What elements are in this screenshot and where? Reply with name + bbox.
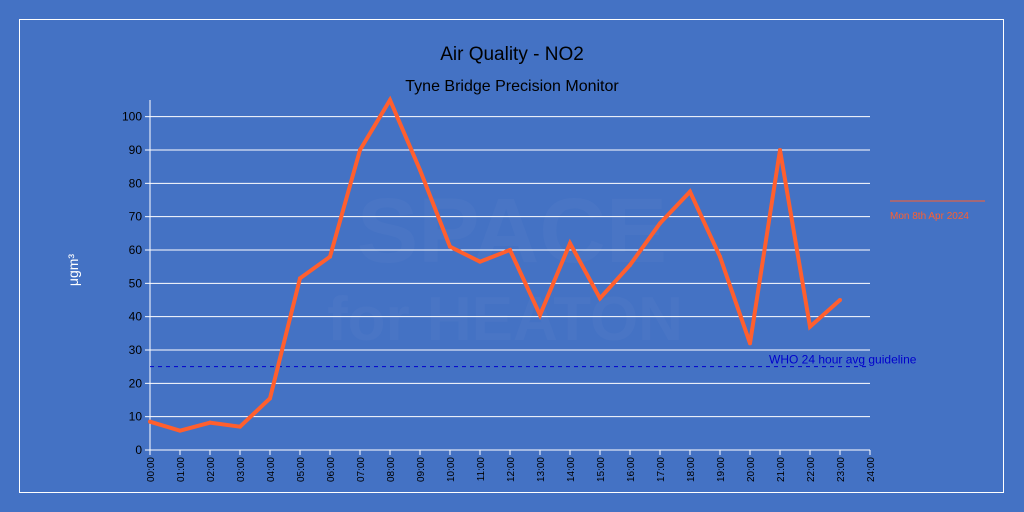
- watermark-line-2: for HEATON: [327, 285, 683, 354]
- data-point: [148, 419, 152, 424]
- x-tick-label: 11:00: [476, 457, 487, 482]
- x-tick-label: 15:00: [596, 457, 607, 482]
- data-point: [418, 168, 422, 172]
- x-tick-label: 14:00: [566, 457, 577, 482]
- x-tick-label: 12:00: [506, 457, 517, 482]
- x-tick-label: 06:00: [326, 457, 337, 482]
- x-tick-label: 19:00: [716, 457, 727, 482]
- data-point: [538, 313, 542, 317]
- reference-line-group: WHO 24 hour avg guideline: [150, 353, 917, 368]
- data-point: [748, 341, 752, 346]
- data-point: [478, 259, 482, 264]
- y-axis-label: μgm³: [65, 254, 81, 287]
- data-point: [178, 428, 182, 433]
- data-point: [628, 263, 632, 267]
- y-tick-label: 0: [135, 443, 142, 457]
- data-point: [688, 189, 692, 194]
- x-tick-label: 09:00: [416, 457, 427, 482]
- series-line-0: [149, 95, 842, 433]
- y-tick-label: 70: [129, 210, 143, 224]
- x-tick-label: 16:00: [626, 457, 637, 482]
- data-point: [838, 298, 842, 302]
- data-point: [778, 148, 782, 152]
- axes: [149, 100, 870, 451]
- x-tick-label: 03:00: [236, 457, 247, 482]
- watermark-line-1: SPACE: [357, 180, 667, 282]
- data-point: [448, 244, 452, 249]
- data-point: [658, 221, 662, 226]
- data-point: [298, 276, 302, 281]
- data-point: [568, 241, 572, 246]
- watermark: SPACE for HEATON: [327, 180, 683, 354]
- x-tick-label: 08:00: [386, 457, 397, 482]
- x-tick-label: 05:00: [296, 457, 307, 482]
- x-tick-label: 04:00: [266, 457, 277, 482]
- data-point: [598, 296, 602, 301]
- series-group: [148, 95, 842, 433]
- data-point: [718, 254, 722, 259]
- data-point: [808, 324, 812, 329]
- data-point: [508, 248, 512, 252]
- x-tick-label: 02:00: [206, 457, 217, 482]
- y-tick-label: 90: [129, 143, 143, 157]
- data-point: [238, 424, 242, 429]
- x-tick-label: 21:00: [776, 457, 787, 482]
- y-tick-label: 80: [129, 176, 143, 190]
- y-tick-label: 30: [129, 343, 143, 357]
- x-tick-label: 01:00: [176, 457, 187, 482]
- y-tick-label: 50: [129, 276, 143, 290]
- x-axis-ticks: 00:00 01:00 02:00 03:00 04:00 05:00 06:00 07:00…: [146, 450, 877, 482]
- x-tick-label: 17:00: [656, 457, 667, 482]
- data-point: [328, 254, 332, 259]
- data-point: [388, 98, 392, 102]
- y-tick-label: 20: [129, 376, 143, 390]
- legend-label: Mon 8th Apr 2024: [890, 211, 969, 222]
- x-tick-label: 00:00: [146, 457, 157, 482]
- x-tick-label: 18:00: [686, 457, 697, 482]
- data-point: [268, 396, 272, 401]
- y-axis-ticks: 0 10 20 30 40 50 60 70 80 90 100: [122, 110, 150, 457]
- x-tick-label: 24:00: [866, 457, 877, 482]
- legend: Mon 8th Apr 2024: [890, 200, 985, 222]
- who-guideline-label: WHO 24 hour avg guideline: [769, 353, 917, 367]
- chart-title: Air Quality - NO2: [440, 44, 584, 65]
- y-tick-label: 100: [122, 110, 142, 124]
- y-tick-label: 60: [129, 243, 143, 257]
- x-tick-label: 23:00: [836, 457, 847, 482]
- chart-frame: [19, 19, 1004, 493]
- y-tick-label: 40: [129, 310, 143, 324]
- x-tick-label: 10:00: [446, 457, 457, 482]
- data-point: [358, 148, 362, 152]
- x-tick-label: 07:00: [356, 457, 367, 482]
- data-point: [208, 420, 212, 425]
- chart-subtitle: Tyne Bridge Precision Monitor: [405, 78, 619, 95]
- x-tick-label: 22:00: [806, 457, 817, 482]
- x-tick-label: 13:00: [536, 457, 547, 482]
- x-tick-label: 20:00: [746, 457, 757, 482]
- y-tick-label: 10: [129, 410, 143, 424]
